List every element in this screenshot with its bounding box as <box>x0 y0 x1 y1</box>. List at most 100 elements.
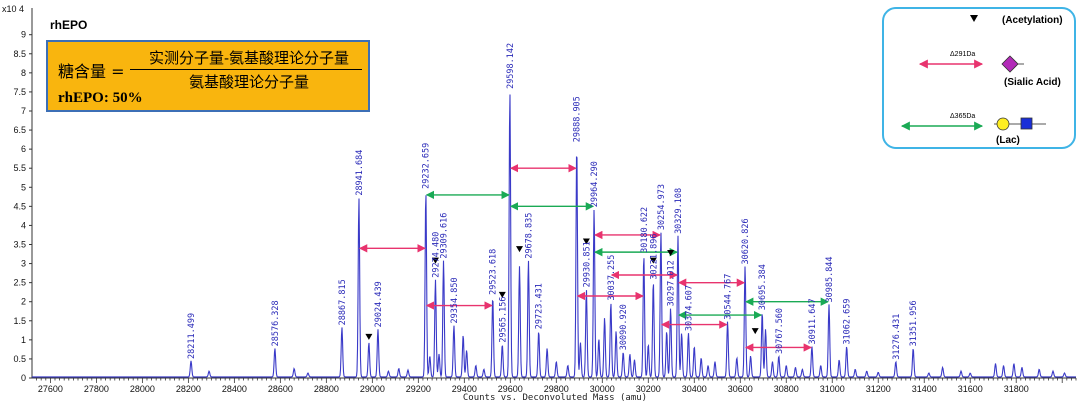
x-tick-label: 31800 <box>1004 384 1029 394</box>
x-tick-label: 30000 <box>590 384 615 394</box>
x-tick-label: 28000 <box>130 384 155 394</box>
x-tick-label: 30400 <box>682 384 707 394</box>
y-tick-label: 0.5 <box>13 354 26 364</box>
legend-sialic-label: (Sialic Acid) <box>1004 77 1061 88</box>
chart-title: rhEPO <box>50 18 87 32</box>
x-tick-label: 30800 <box>774 384 799 394</box>
legend: (Acetylation) Δ291Da (Sialic Acid) Δ365D… <box>882 7 1076 149</box>
y-tick-label: 9 <box>21 30 26 40</box>
y-tick-label: 2.5 <box>13 278 26 288</box>
peak-label: 28941.684 <box>355 150 365 196</box>
x-tick-label: 27800 <box>84 384 109 394</box>
peak-label: 29523.618 <box>489 249 499 295</box>
y-tick-label: 5 <box>21 182 26 192</box>
peak-labels: 28211.499 28576.328 28867.815 28941.684 2902… <box>187 43 919 360</box>
peak-label: 28867.815 <box>338 279 348 325</box>
legend-lac-delta: Δ365Da <box>950 113 976 120</box>
x-tick-label: 31400 <box>912 384 937 394</box>
glcnac-square-icon <box>1020 117 1033 130</box>
x-tick-label: 30200 <box>636 384 661 394</box>
peak-label: 30297.012 <box>667 260 677 306</box>
peak-label: 28576.328 <box>271 300 281 346</box>
x-tick-label: 28600 <box>268 384 293 394</box>
y-tick-label: 5.5 <box>13 163 26 173</box>
x-tick-label: 29200 <box>406 384 431 394</box>
peak-label: 30695.384 <box>758 264 768 310</box>
peak-label: 30767.560 <box>775 308 785 354</box>
y-axis: 0 0.5 1 1.5 2 2.5 3 3.5 4 4.5 5 5.5 6 6.5 7 7.5 8 8.5 9 <box>13 8 33 383</box>
x-tick-label: 31200 <box>866 384 891 394</box>
spectrum-line <box>32 94 1076 379</box>
legend-sialic-delta: Δ291Da <box>950 51 976 58</box>
peak-label: 29024.439 <box>374 281 384 327</box>
y-tick-label: 3 <box>21 259 26 269</box>
y-tick-label: 3.5 <box>13 239 26 249</box>
peak-label: 30911.647 <box>808 298 818 344</box>
peak-label: 29565.156 <box>498 297 508 343</box>
peak-label: 29232.659 <box>422 143 432 189</box>
glycan-content-formula-box: 糖含量 = 实测分子量-氨基酸理论分子量 氨基酸理论分子量 rhEPO: 50% <box>46 40 370 112</box>
x-tick-label: 31000 <box>820 384 845 394</box>
legend-acetylation-label: (Acetylation) <box>1002 15 1063 26</box>
y-tick-label: 1.5 <box>13 316 26 326</box>
acetylation-marker <box>751 328 759 335</box>
peak-label: 30985.844 <box>825 256 835 302</box>
y-tick-label: 0 <box>21 373 26 383</box>
y-tick-label: 6 <box>21 144 26 154</box>
y-tick-label: 4.5 <box>13 201 26 211</box>
acetylation-triangle-icon <box>970 15 978 22</box>
x-tick-label: 31600 <box>958 384 983 394</box>
x-tick-label: 27600 <box>38 384 63 394</box>
formula-numerator: 实测分子量-氨基酸理论分子量 <box>148 49 350 67</box>
y-tick-label: 7 <box>21 106 26 116</box>
peak-label: 30037.255 <box>607 255 617 301</box>
y-tick-label: 8 <box>21 68 26 78</box>
peak-label: 30620.826 <box>741 218 751 264</box>
formula-result: rhEPO: 50% <box>58 90 143 106</box>
x-axis: 27600 27800 28000 28200 28400 28600 28800 29000… <box>32 377 1077 394</box>
peak-label: 31351.956 <box>909 300 919 346</box>
galactose-circle-icon <box>996 117 1010 131</box>
peak-label: 30180.622 <box>640 207 650 253</box>
peak-label: 30374.607 <box>684 285 694 331</box>
formula-lhs: 糖含量 = <box>58 62 125 81</box>
peak-label: 29930.851 <box>582 241 592 287</box>
peak-label: 29723.431 <box>535 283 545 329</box>
peak-label: 29598.142 <box>506 43 516 89</box>
acetylation-marker <box>498 291 506 298</box>
y-tick-label: 8.5 <box>13 49 26 59</box>
x-tick-label: 29400 <box>452 384 477 394</box>
x-tick-label: 30600 <box>728 384 753 394</box>
peak-label: 29354.850 <box>450 277 460 323</box>
legend-lac-label: (Lac) <box>996 135 1020 146</box>
peak-label: 29888.905 <box>573 96 583 142</box>
x-tick-label: 29800 <box>544 384 569 394</box>
y-tick-label: 1 <box>21 335 26 345</box>
y-scale-label: x10 4 <box>2 4 24 14</box>
sialic-acid-diamond-icon <box>1001 55 1019 73</box>
formula-denominator: 氨基酸理论分子量 <box>188 73 309 91</box>
x-tick-label: 28400 <box>222 384 247 394</box>
annotation-layer <box>358 164 830 352</box>
y-tick-label: 7.5 <box>13 87 26 97</box>
peak-label: 29274.480 <box>432 232 442 278</box>
peak-label: 31062.659 <box>843 298 853 344</box>
peak-label: 30254.973 <box>657 184 667 230</box>
peak-label: 29309.616 <box>439 213 449 259</box>
peak-label: 29678.835 <box>524 213 534 259</box>
acetylation-marker <box>649 257 657 264</box>
peak-label: 30329.108 <box>674 188 684 234</box>
y-tick-label: 2 <box>21 297 26 307</box>
peak-label: 30221.896 <box>649 234 659 280</box>
acetylation-marker <box>667 249 675 256</box>
acetylation-marker <box>365 333 373 340</box>
peak-label: 29964.290 <box>590 161 600 207</box>
y-tick-label: 4 <box>21 220 26 230</box>
x-tick-label: 29600 <box>498 384 523 394</box>
x-tick-label: 28200 <box>176 384 201 394</box>
x-tick-label: 28800 <box>314 384 339 394</box>
peak-label: 28211.499 <box>187 313 197 359</box>
legend-graphics <box>900 15 1046 131</box>
x-axis-title: Counts vs. Deconvoluted Mass (amu) <box>463 393 647 402</box>
